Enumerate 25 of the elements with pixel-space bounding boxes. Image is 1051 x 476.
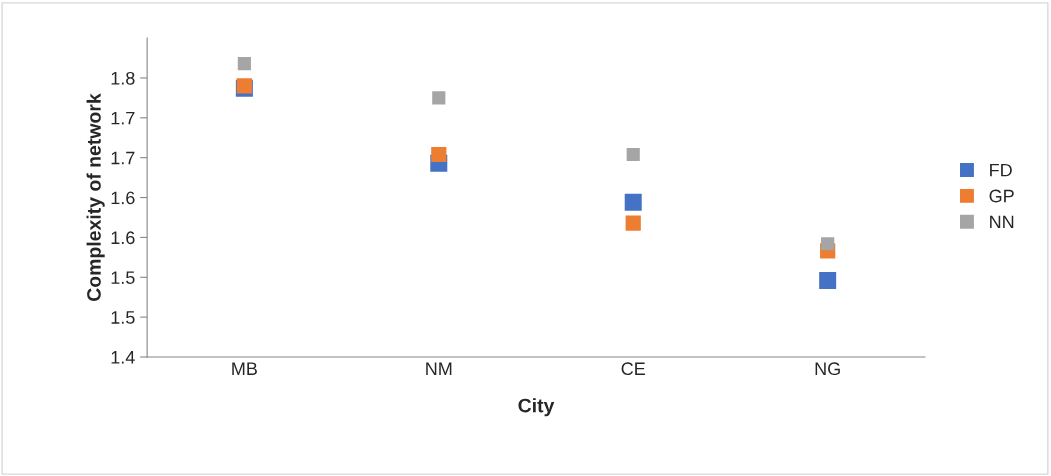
y-tick-label: 1.5	[111, 271, 135, 284]
x-tick-label: CE	[621, 362, 645, 376]
legend-label: GP	[989, 189, 1014, 203]
y-tick-label: 1.7	[111, 111, 135, 125]
point	[624, 193, 642, 211]
y-tick-label: 1.5	[111, 311, 135, 324]
y-tick-label: 1.7	[111, 151, 135, 165]
point	[432, 91, 446, 105]
point	[625, 215, 641, 231]
x-tick-label: NG	[815, 362, 840, 376]
y-tick-label: 1.6	[111, 231, 135, 245]
point	[821, 237, 835, 251]
point	[237, 57, 251, 71]
point	[819, 271, 837, 289]
point	[626, 147, 640, 162]
point	[431, 146, 447, 163]
y-axis-title: Complexity of network	[86, 93, 105, 301]
y-tick-label: 1.8	[111, 71, 135, 85]
x-axis-title: City	[518, 398, 555, 417]
y-tick-label: 1.6	[111, 191, 135, 205]
x-tick-label: NM	[426, 362, 452, 375]
y-tick-label: 1.4	[111, 351, 135, 364]
x-tick-label: MB	[232, 362, 257, 375]
legend-label: NN	[990, 215, 1014, 229]
legend-label: FD	[990, 163, 1012, 177]
